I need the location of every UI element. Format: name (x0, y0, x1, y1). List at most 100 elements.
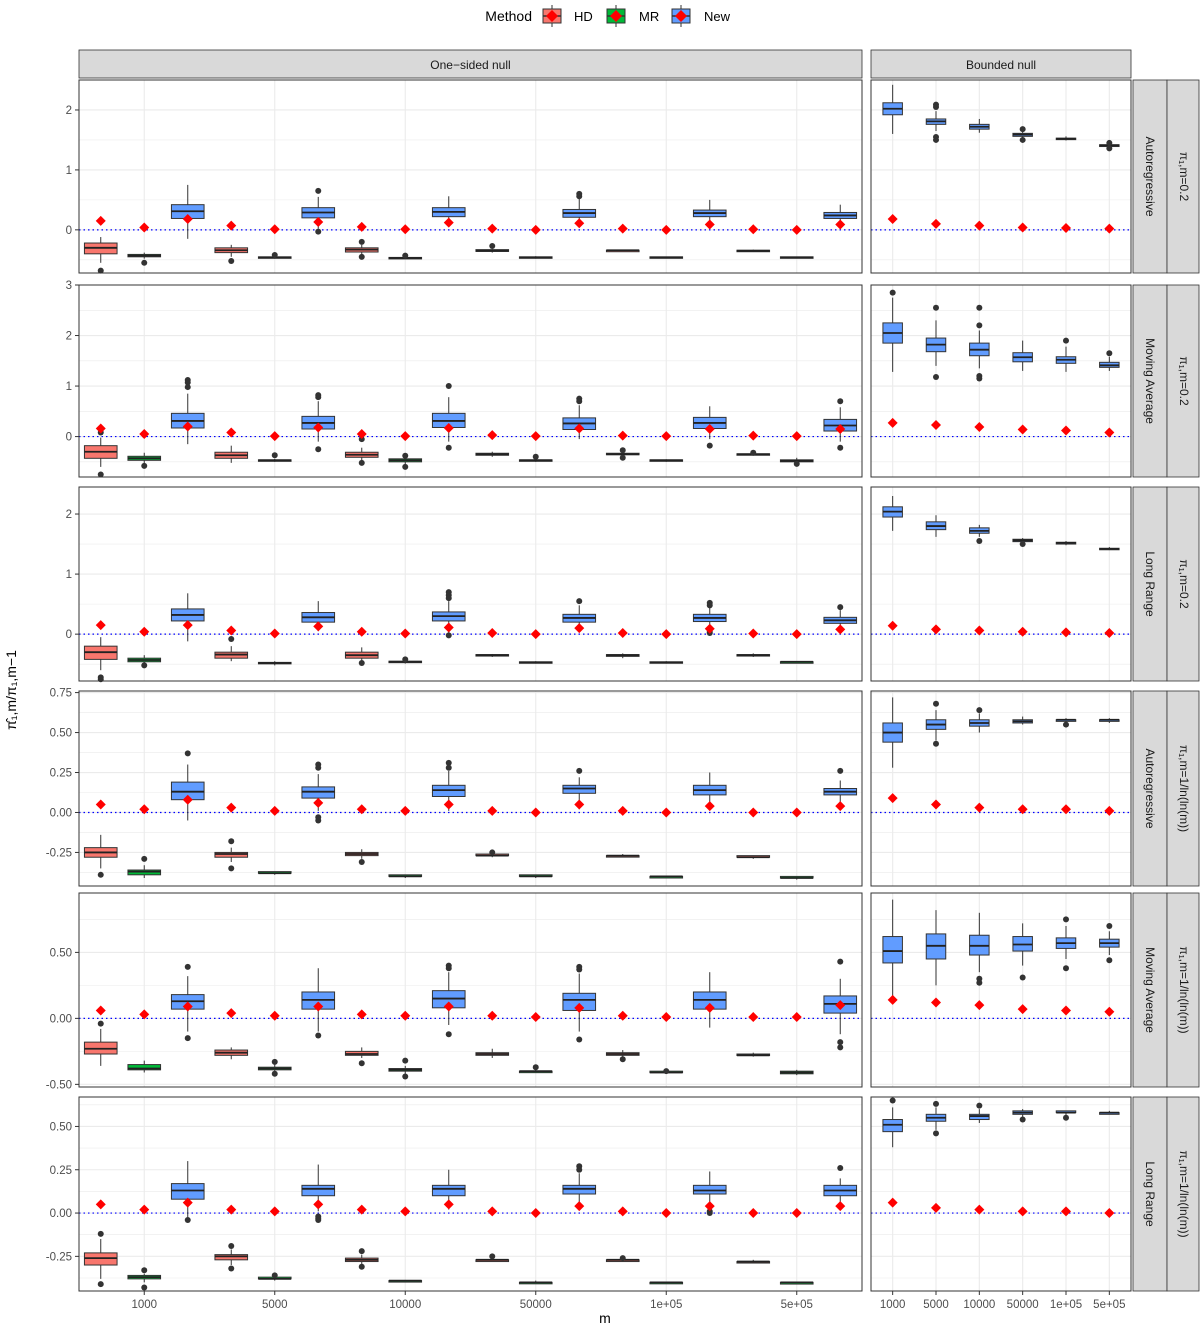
box-hd-1000 (83, 423, 118, 478)
mean-marker (226, 802, 237, 813)
x-tick-label: 10000 (389, 1299, 421, 1311)
row-strip-model-label: Long Range (1143, 551, 1157, 617)
box-mr-1000 (127, 626, 162, 669)
box-mr-1e+05 (649, 1012, 684, 1075)
x-tick-label: 1e+05 (1050, 1299, 1082, 1311)
panel-background (871, 691, 1131, 886)
panel-background (79, 1097, 862, 1291)
mean-marker (95, 620, 106, 631)
box-new-50000 (562, 767, 597, 810)
box-outlier (837, 1044, 844, 1051)
box-hd-5e+05 (736, 430, 771, 456)
box-mr-5e+05 (779, 1012, 814, 1076)
y-tick-label: 0.50 (50, 728, 72, 740)
row-strip-1: Moving Average π₁,m=0.2 (1132, 284, 1200, 478)
box-outlier (358, 253, 365, 260)
box-outlier (445, 444, 452, 451)
row-strip-3: Autoregressive π₁,m=1/ln(ln(m)) (1132, 690, 1200, 887)
mean-marker (835, 801, 846, 812)
mean-marker (617, 223, 628, 234)
mean-marker (974, 802, 985, 813)
box-new-5e+05 (823, 204, 858, 230)
box-new-10000 (969, 707, 990, 813)
box-new-1e+05 (1055, 916, 1077, 1016)
panel-background (79, 487, 862, 681)
mean-marker (835, 1000, 846, 1011)
box-outlier (1063, 1114, 1069, 1121)
mean-marker (791, 807, 802, 818)
mean-marker (1017, 222, 1028, 233)
box-outlier (837, 604, 844, 611)
mean-marker (139, 804, 150, 815)
mean-marker (530, 807, 541, 818)
row-strip-2: Long Range π₁,m=0.2 (1132, 486, 1200, 682)
mean-marker (791, 224, 802, 235)
box-outlier (532, 1064, 539, 1071)
row-strip-model-background (1132, 1096, 1168, 1292)
box-new-50000 (1012, 1109, 1033, 1217)
y-tick-label: 3 (66, 280, 72, 292)
legend: Method HD MR New (485, 5, 731, 27)
box-new-5e+05 (823, 398, 858, 451)
box-outlier (315, 187, 322, 194)
box-outlier (445, 632, 452, 639)
box-new-50000 (562, 963, 597, 1043)
mean-marker (661, 1208, 672, 1219)
box-outlier (228, 1242, 235, 1249)
box-mr-50000 (518, 224, 553, 259)
box-hd-1e+05 (605, 805, 640, 858)
box-new-5000 (925, 101, 947, 229)
box-new-1000 (882, 1097, 903, 1208)
mean-marker (1061, 804, 1071, 815)
mean-marker (356, 804, 367, 815)
box-mr-5000 (257, 431, 292, 462)
panel-border (78, 486, 863, 682)
box-outlier (97, 871, 104, 878)
y-tick-label: 0.00 (50, 1013, 72, 1025)
y-tick-label: -0.25 (46, 1251, 72, 1263)
mean-marker (182, 794, 193, 805)
box-outlier (445, 383, 452, 390)
box-mr-10000 (388, 628, 423, 664)
mean-marker (443, 622, 454, 633)
box-outlier (750, 449, 757, 456)
mean-marker (704, 1002, 715, 1013)
box-outlier (576, 398, 583, 405)
box-outlier (576, 767, 583, 774)
box-outlier (315, 394, 322, 401)
panel-background (871, 1097, 1131, 1291)
mean-marker (1061, 627, 1071, 638)
box-hd-10000 (344, 804, 379, 866)
panel-r3-c1 (870, 690, 1132, 887)
mean-marker (835, 624, 846, 635)
box-mr-10000 (388, 1010, 423, 1080)
box-new-1000 (170, 593, 205, 642)
box-outlier (402, 656, 409, 663)
row-strip-pi-background (1166, 486, 1200, 682)
box-outlier (976, 707, 983, 714)
x-tick-label: 1000 (880, 1299, 906, 1311)
box-outlier (837, 958, 844, 965)
box-outlier (184, 750, 191, 757)
box-outlier (793, 460, 800, 467)
y-tick-label: 0.00 (50, 1208, 72, 1220)
row-strip-model-background (1132, 284, 1168, 478)
row-strip-pi-background (1166, 79, 1200, 274)
mean-marker (574, 623, 585, 634)
box-new-5000 (301, 187, 336, 235)
box-new-1e+05 (1055, 718, 1077, 815)
legend-key-mean-marker (675, 10, 687, 22)
box-mr-1000 (127, 1204, 162, 1291)
box-new-5000 (301, 392, 336, 453)
mean-marker (182, 421, 193, 432)
box-new-50000 (562, 598, 597, 634)
box-mr-5e+05 (779, 629, 814, 664)
y-tick-label: 0.00 (50, 807, 72, 819)
box-new-5000 (301, 1164, 336, 1223)
mean-marker (1104, 1208, 1115, 1219)
box-outlier (576, 193, 583, 200)
mean-marker (704, 801, 715, 812)
box-outlier (619, 1056, 626, 1063)
mean-marker (974, 220, 985, 231)
mean-marker (1104, 223, 1115, 234)
